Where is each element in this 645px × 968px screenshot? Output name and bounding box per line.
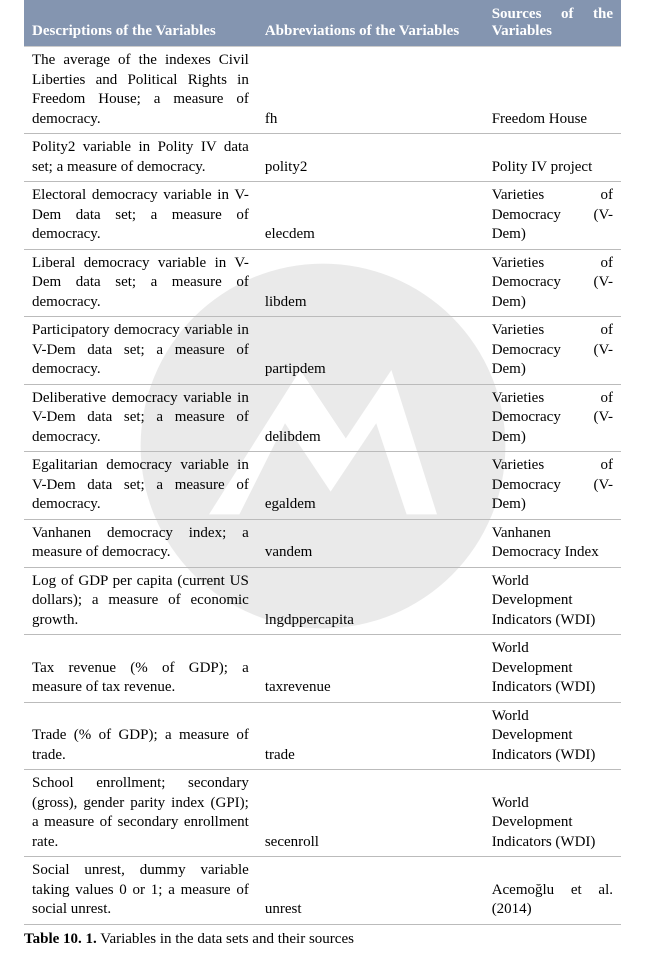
- cell-src: World Development Indicators (WDI): [484, 770, 621, 857]
- cell-src: Polity IV project: [484, 134, 621, 182]
- cell-src: Freedom House: [484, 47, 621, 134]
- cell-abbr: elecdem: [257, 182, 484, 250]
- table-header-row: Descriptions of the Variables Abbreviati…: [24, 0, 621, 47]
- cell-desc: Participatory democracy variable in V-De…: [24, 317, 257, 385]
- cell-abbr: trade: [257, 702, 484, 770]
- header-sources: Sources of the Variables: [484, 0, 621, 47]
- cell-desc: Log of GDP per capita (current US dollar…: [24, 567, 257, 635]
- cell-abbr: libdem: [257, 249, 484, 317]
- cell-src: Varieties of Democracy (V-Dem): [484, 317, 621, 385]
- cell-desc: Tax revenue (% of GDP); a measure of tax…: [24, 635, 257, 703]
- cell-src: Varieties of Democracy (V-Dem): [484, 384, 621, 452]
- cell-src: World Development Indicators (WDI): [484, 635, 621, 703]
- cell-desc: The average of the indexes Civil Liberti…: [24, 47, 257, 134]
- cell-desc: Vanhanen democracy index; a measure of d…: [24, 519, 257, 567]
- cell-abbr: partipdem: [257, 317, 484, 385]
- table-row: Electoral democracy variable in V-Dem da…: [24, 182, 621, 250]
- table-row: Liberal democracy variable in V-Dem data…: [24, 249, 621, 317]
- table-row: School enrollment; secondary (gross), ge…: [24, 770, 621, 857]
- variables-table: Descriptions of the Variables Abbreviati…: [24, 0, 621, 925]
- cell-src: Varieties of Democracy (V-Dem): [484, 452, 621, 520]
- cell-src: World Development Indicators (WDI): [484, 702, 621, 770]
- caption-label: Table 10. 1.: [24, 931, 97, 947]
- cell-abbr: vandem: [257, 519, 484, 567]
- cell-abbr: secenroll: [257, 770, 484, 857]
- table-row: Vanhanen democracy index; a measure of d…: [24, 519, 621, 567]
- cell-desc: Liberal democracy variable in V-Dem data…: [24, 249, 257, 317]
- page-container: Descriptions of the Variables Abbreviati…: [0, 0, 645, 968]
- table-row: Egalitarian democracy variable in V-Dem …: [24, 452, 621, 520]
- cell-desc: School enrollment; secondary (gross), ge…: [24, 770, 257, 857]
- caption-text: Variables in the data sets and their sou…: [97, 931, 354, 947]
- cell-desc: Electoral democracy variable in V-Dem da…: [24, 182, 257, 250]
- table-caption: Table 10. 1. Variables in the data sets …: [24, 925, 621, 948]
- cell-abbr: taxrevenue: [257, 635, 484, 703]
- cell-src: World Development Indicators (WDI): [484, 567, 621, 635]
- table-row: Trade (% of GDP); a measure of trade.tra…: [24, 702, 621, 770]
- table-row: Participatory democracy variable in V-De…: [24, 317, 621, 385]
- cell-src: Vanhanen Democracy Index: [484, 519, 621, 567]
- table-row: Social unrest, dummy variable taking val…: [24, 857, 621, 925]
- cell-src: Varieties of Democracy (V-Dem): [484, 249, 621, 317]
- cell-abbr: unrest: [257, 857, 484, 925]
- cell-src: Varieties of Democracy (V-Dem): [484, 182, 621, 250]
- cell-src: Acemoğlu et al. (2014): [484, 857, 621, 925]
- table-row: Log of GDP per capita (current US dollar…: [24, 567, 621, 635]
- cell-desc: Social unrest, dummy variable taking val…: [24, 857, 257, 925]
- table-row: Deliberative democracy variable in V-Dem…: [24, 384, 621, 452]
- table-row: The average of the indexes Civil Liberti…: [24, 47, 621, 134]
- cell-desc: Deliberative democracy variable in V-Dem…: [24, 384, 257, 452]
- cell-abbr: polity2: [257, 134, 484, 182]
- cell-abbr: lngdppercapita: [257, 567, 484, 635]
- cell-abbr: delibdem: [257, 384, 484, 452]
- cell-abbr: egaldem: [257, 452, 484, 520]
- header-descriptions: Descriptions of the Variables: [24, 0, 257, 47]
- table-row: Polity2 variable in Polity IV data set; …: [24, 134, 621, 182]
- table-row: Tax revenue (% of GDP); a measure of tax…: [24, 635, 621, 703]
- cell-abbr: fh: [257, 47, 484, 134]
- header-abbreviations: Abbreviations of the Variables: [257, 0, 484, 47]
- cell-desc: Trade (% of GDP); a measure of trade.: [24, 702, 257, 770]
- cell-desc: Egalitarian democracy variable in V-Dem …: [24, 452, 257, 520]
- table-body: The average of the indexes Civil Liberti…: [24, 47, 621, 925]
- cell-desc: Polity2 variable in Polity IV data set; …: [24, 134, 257, 182]
